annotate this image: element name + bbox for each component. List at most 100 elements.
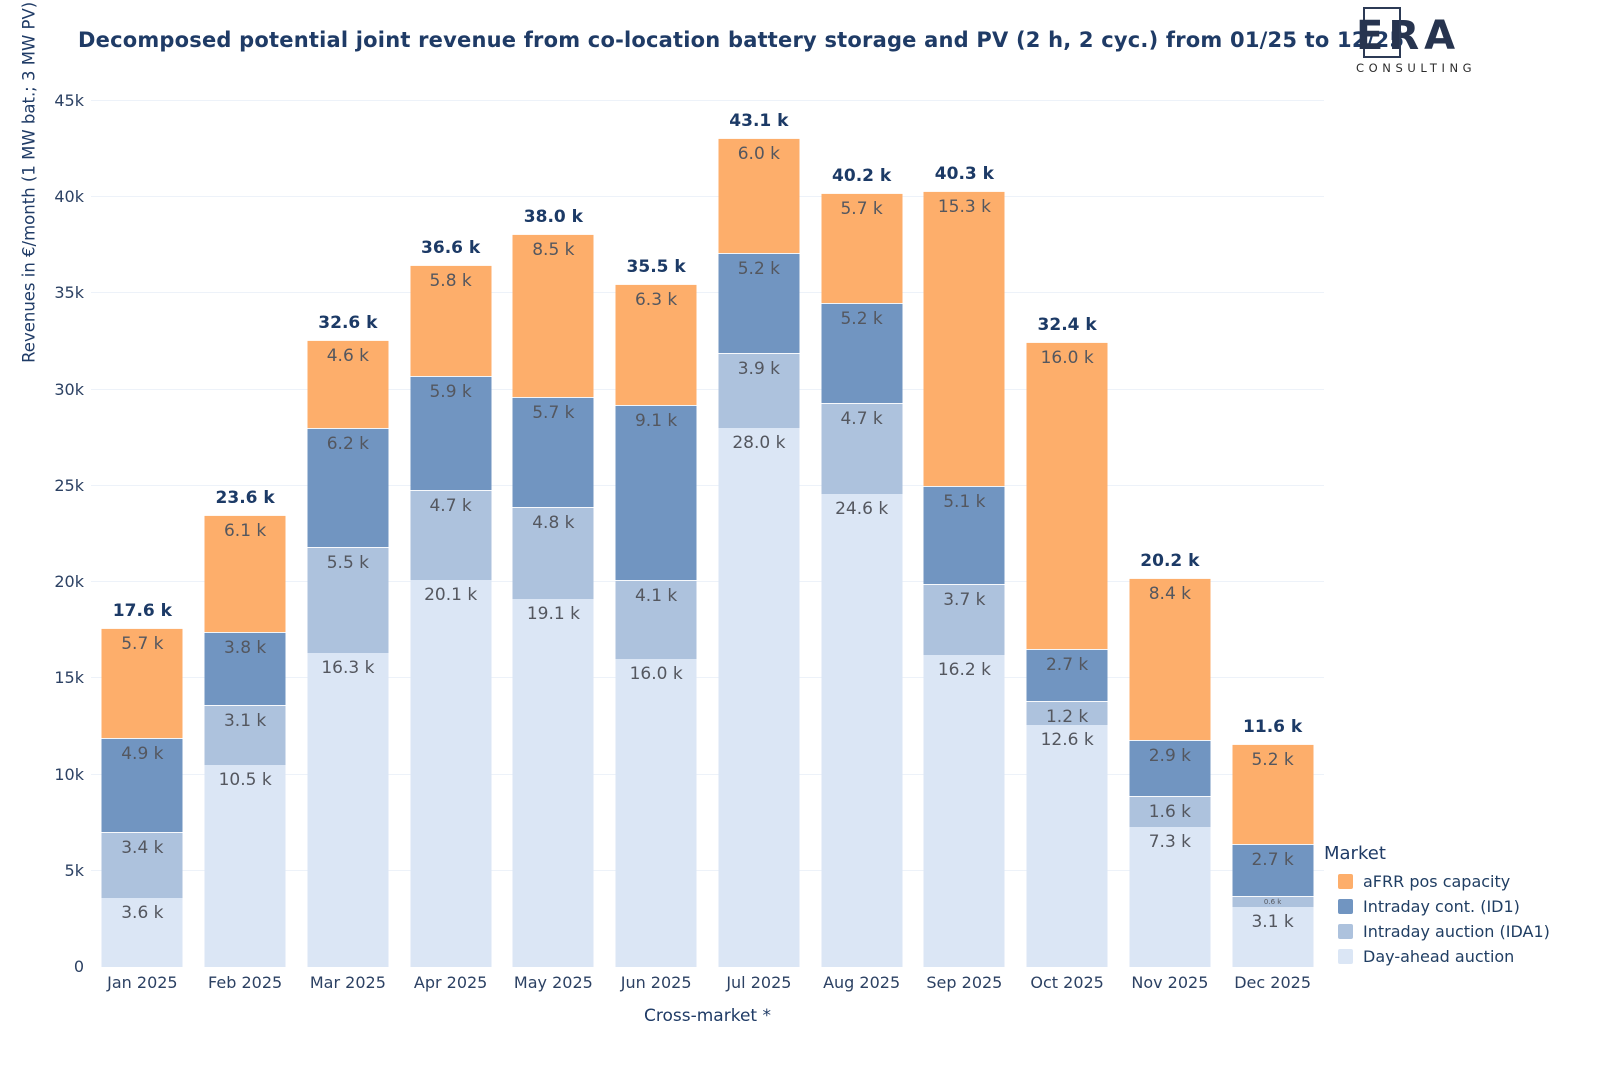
bar-total-label: 17.6 k [112,601,172,622]
segment-day-ahead-auction: 16.3 k [307,653,389,967]
gridline-40k [91,196,1324,198]
segment-value-label: 28.0 k [732,433,786,454]
segment-intraday-cont-id1-: 5.1 k [923,485,1005,585]
bar-total-label: 38.0 k [523,206,583,227]
segment-afrr-pos-capacity: 5.2 k [1232,743,1314,844]
y-tick-label: 35k [54,283,84,303]
segment-value-label: 9.1 k [634,411,678,432]
segment-day-ahead-auction: 19.1 k [512,599,594,967]
segment-value-label: 5.5 k [326,553,370,574]
segment-value-label: 2.7 k [1251,849,1294,870]
y-tick-label: 40k [54,187,84,207]
segment-intraday-auction-ida1-: 3.1 k [204,705,286,765]
x-tick-label: Jul 2025 [726,973,792,992]
y-axis-title: Revenues in €/month (1 MW bat.; 3 MW PV) [19,1,39,363]
x-tick-label: Sep 2025 [926,973,1003,992]
bar-slot-aug-2025: 24.6 k 4.7 k 5.2 k 5.7 k 40.2 k [810,101,913,967]
legend-swatch-icon [1338,924,1353,939]
bar-total-label: 35.5 k [626,256,686,277]
segment-value-label: 10.5 k [218,769,272,790]
y-tick-label: 30k [54,379,84,399]
segment-intraday-auction-ida1-: 3.7 k [923,584,1005,656]
segment-value-label: 2.9 k [1148,745,1192,766]
bar-slot-jun-2025: 16.0 k 4.1 k 9.1 k 6.3 k 35.5 k [605,101,708,967]
segment-value-label: 3.7 k [943,590,986,611]
segment-value-label: 15.3 k [937,197,991,218]
segment-intraday-cont-id1-: 9.1 k [615,405,697,581]
segment-value-label: 4.1 k [634,586,678,607]
bar-slot-jan-2025: 3.6 k 3.4 k 4.9 k 5.7 k 17.6 k [91,101,194,967]
x-tick-label: Feb 2025 [208,973,283,992]
gridline-5k [91,869,1324,871]
legend-item-label: Intraday cont. (ID1) [1363,897,1520,916]
segment-value-label: 24.6 k [835,498,889,519]
y-tick-label: 25k [54,475,84,495]
segment-intraday-auction-ida1-: 4.8 k [512,507,594,600]
bar-slot-jul-2025: 28.0 k 3.9 k 5.2 k 6.0 k 43.1 k [708,101,811,967]
segment-intraday-auction-ida1-: 3.9 k [718,353,800,429]
bar-slot-may-2025: 19.1 k 4.8 k 5.7 k 8.5 k 38.0 k [502,101,605,967]
segment-intraday-auction-ida1-: 4.7 k [410,489,492,581]
bar-slot-feb-2025: 10.5 k 3.1 k 3.8 k 6.1 k 23.6 k [194,101,297,967]
segment-intraday-cont-id1-: 5.7 k [512,397,594,508]
segment-value-label: 4.8 k [532,513,575,534]
legend-swatch-icon [1338,899,1353,914]
segment-value-label: 5.7 k [532,403,575,424]
segment-value-label: 5.7 k [840,199,883,220]
segment-value-label: 8.5 k [532,239,575,260]
bar-slot-mar-2025: 16.3 k 5.5 k 6.2 k 4.6 k 32.6 k [297,101,400,967]
logo-subtitle: CONSULTING [1356,61,1477,75]
segment-value-label: 5.2 k [737,259,781,280]
segment-value-label: 6.2 k [326,434,370,455]
legend-item-label: aFRR pos capacity [1363,872,1511,891]
bar-total-label: 40.3 k [934,164,994,185]
segment-value-label: 20.1 k [424,585,478,606]
legend-item-intraday-cont-id1-: Intraday cont. (ID1) [1338,897,1574,916]
segment-intraday-cont-id1-: 5.9 k [410,376,492,490]
segment-afrr-pos-capacity: 5.7 k [821,193,903,304]
gridline-25k [91,484,1324,486]
segment-day-ahead-auction: 10.5 k [204,764,286,967]
gridline-10k [91,773,1324,775]
legend: Market aFRR pos capacity Intraday cont. (… [1324,843,1574,972]
x-tick-label: Apr 2025 [413,973,488,992]
segment-day-ahead-auction: 7.3 k [1129,826,1211,967]
segment-intraday-auction-ida1-: 4.7 k [821,403,903,494]
bar-total-label: 43.1 k [729,110,789,131]
segment-value-label: 5.2 k [840,309,883,330]
legend-swatch-icon [1338,949,1353,964]
bar-total-label: 20.2 k [1140,551,1200,572]
segment-value-label: 16.2 k [937,660,991,681]
segment-intraday-auction-ida1-: 1.6 k [1129,795,1211,827]
x-tick-label: Jun 2025 [620,973,692,992]
y-tick-label: 20k [54,572,84,592]
segment-afrr-pos-capacity: 6.0 k [718,137,800,254]
segment-day-ahead-auction: 16.2 k [923,655,1005,967]
bar-total-label: 36.6 k [421,237,481,258]
segment-value-label: 3.1 k [223,711,267,732]
segment-value-label: 5.8 k [429,270,472,291]
x-tick-label: Nov 2025 [1131,973,1209,992]
bar-slot-apr-2025: 20.1 k 4.7 k 5.9 k 5.8 k 36.6 k [399,101,502,967]
segment-intraday-cont-id1-: 2.7 k [1026,649,1108,702]
bar-total-label: 40.2 k [832,166,892,187]
y-tick-label: 0 [73,957,84,976]
segment-afrr-pos-capacity: 16.0 k [1026,341,1108,650]
segment-value-label: 4.7 k [840,409,883,430]
gridline-15k [91,677,1324,679]
legend-item-day-ahead-auction: Day-ahead auction [1338,947,1574,966]
segment-intraday-cont-id1-: 2.7 k [1232,843,1314,896]
segment-value-label: 5.2 k [1251,749,1294,770]
gridline-45k [91,100,1324,101]
segment-value-label: 8.4 k [1148,584,1192,605]
segment-afrr-pos-capacity: 8.4 k [1129,578,1211,740]
segment-day-ahead-auction: 28.0 k [718,428,800,967]
segment-value-label: 0.6 k [1263,898,1282,907]
segment-value-label: 5.1 k [943,491,986,512]
plot-area: Revenues in €/month (1 MW bat.; 3 MW PV)… [20,2,1324,1026]
x-tick-label: Mar 2025 [309,973,386,992]
segment-value-label: 3.9 k [737,359,781,380]
segment-intraday-auction-ida1-: 0.6 k [1232,895,1314,908]
logo-letter-e-with-box: E [1356,7,1402,59]
segment-intraday-cont-id1-: 5.2 k [821,303,903,404]
